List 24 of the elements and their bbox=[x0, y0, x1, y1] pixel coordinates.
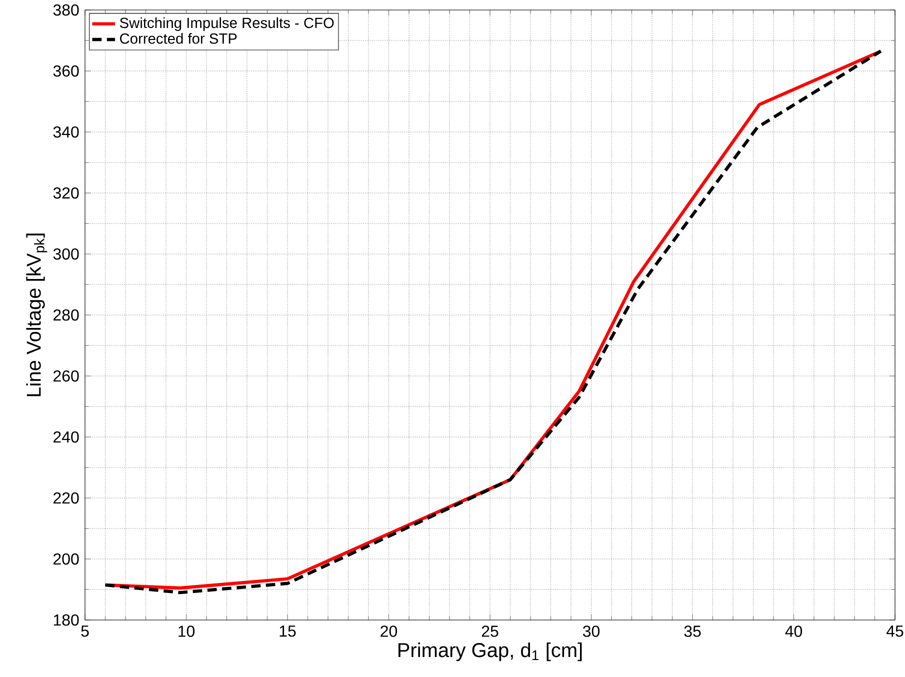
y-tick-label: 280 bbox=[54, 309, 79, 321]
y-tick-label: 380 bbox=[53, 4, 79, 16]
y-tick-label: 220 bbox=[54, 492, 79, 504]
y-tick-label: 320 bbox=[53, 187, 79, 199]
legend-label: Corrected for STP bbox=[120, 33, 237, 44]
x-tick-label: 5 bbox=[81, 626, 89, 637]
y-tick-label: 200 bbox=[54, 553, 79, 565]
y-tick-label: 360 bbox=[53, 65, 79, 77]
x-tick-label: 35 bbox=[684, 626, 701, 637]
x-axis-title: Primary Gap, d$_{1}$ [cm] bbox=[398, 642, 582, 662]
x-tick-label: 25 bbox=[482, 626, 498, 637]
x-tick-label: 30 bbox=[582, 626, 600, 637]
y-axis-title: Line Voltage [kV$_{pk}$] bbox=[26, 234, 48, 396]
x-tick-label: 45 bbox=[886, 626, 904, 637]
legend-label: Switching Impulse Results - CFO bbox=[120, 17, 334, 31]
y-tick-label: 340 bbox=[53, 126, 79, 138]
y-tick-label: 240 bbox=[54, 431, 79, 443]
y-tick-label: 180 bbox=[54, 614, 79, 626]
x-tick-label: 15 bbox=[280, 626, 296, 637]
y-tick-label: 260 bbox=[54, 370, 79, 382]
x-tick-label: 40 bbox=[785, 626, 802, 637]
x-tick-label: 20 bbox=[380, 626, 398, 637]
x-tick-label: 10 bbox=[178, 626, 195, 637]
y-tick-label: 300 bbox=[53, 248, 79, 260]
